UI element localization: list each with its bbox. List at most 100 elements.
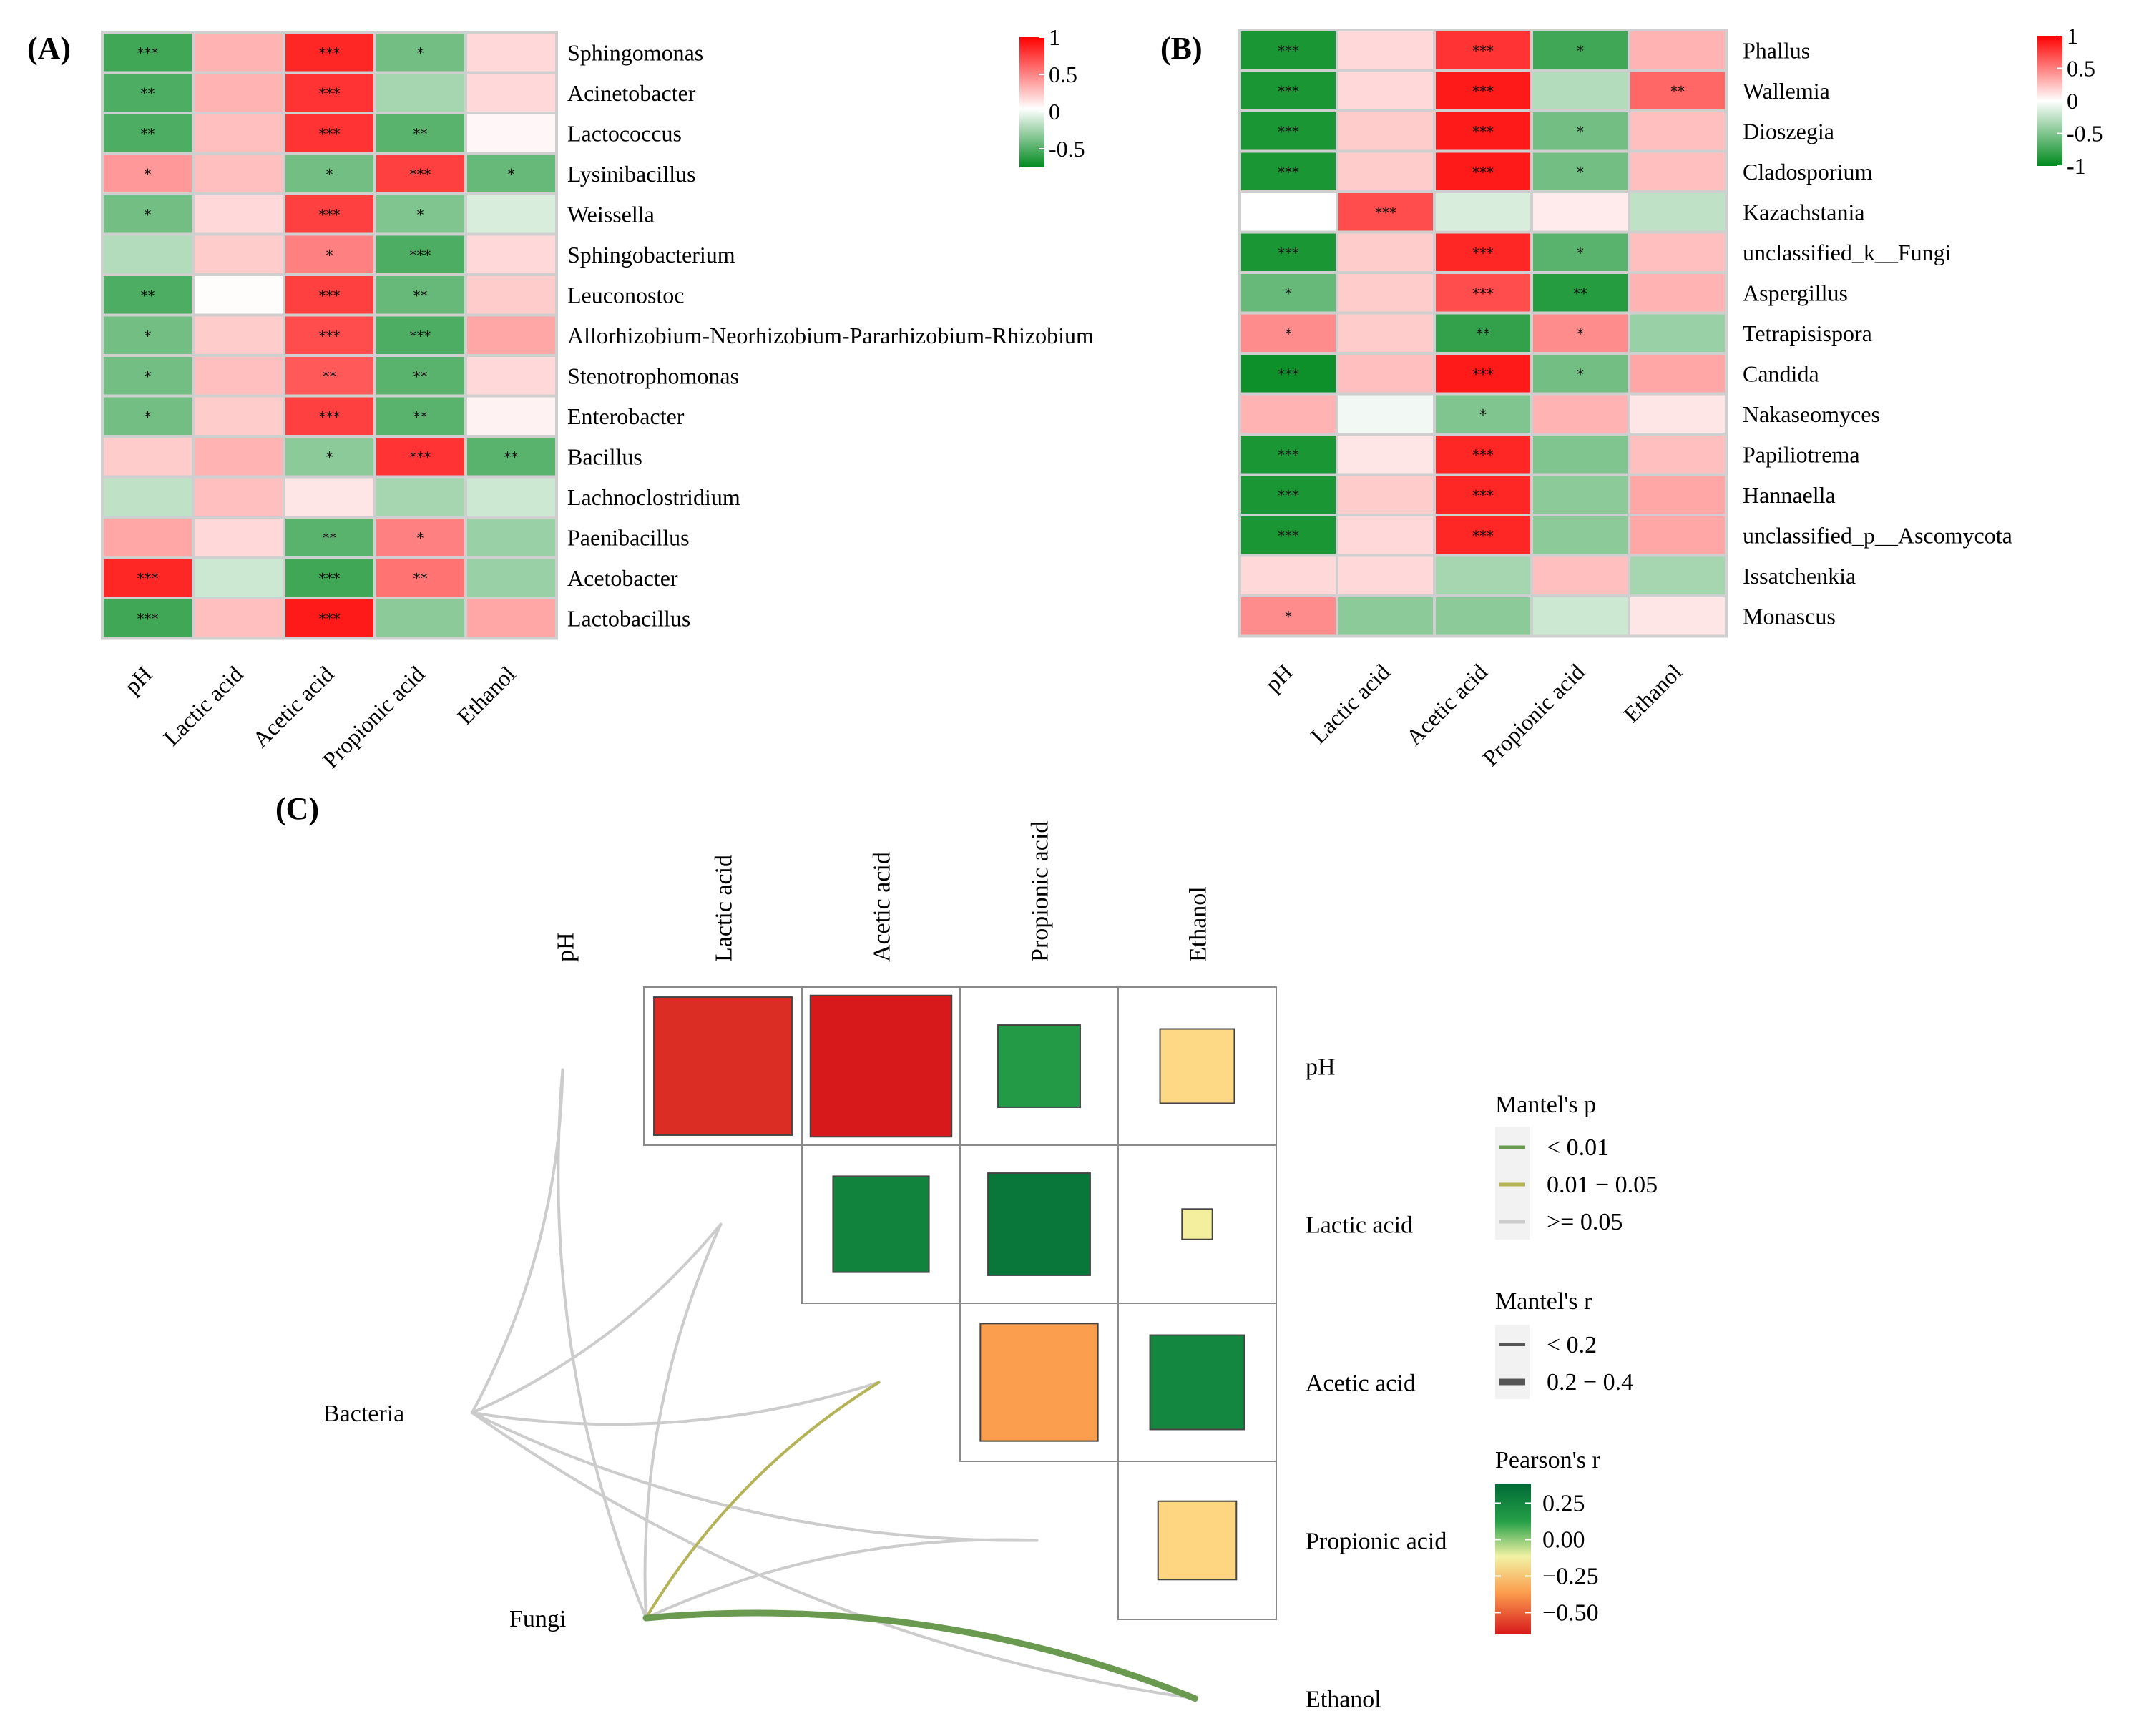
- heatmap-cell: [1628, 433, 1728, 476]
- significance-mark: **: [141, 287, 155, 304]
- heatmap-cell: [1238, 271, 1338, 315]
- significance-mark: *: [1285, 608, 1292, 625]
- pearson-square: [832, 1175, 930, 1273]
- significance-mark: ***: [410, 166, 431, 183]
- heatmap-cell: [1530, 433, 1630, 476]
- significance-mark: ***: [319, 610, 341, 627]
- mantel-link: [642, 1609, 1198, 1702]
- row-label: Paenibacillus: [567, 524, 690, 550]
- heatmap-cell: [373, 232, 467, 276]
- color-legend-bar: [1019, 37, 1044, 167]
- heatmap-cell: [283, 232, 376, 276]
- heatmap-cell: [1530, 594, 1630, 638]
- heatmap-cell: [1433, 311, 1533, 355]
- legend-tick-label: 1: [2067, 23, 2078, 49]
- heatmap-cell: [283, 475, 376, 519]
- heatmap-cell: [101, 232, 195, 276]
- heatmap-cell: [464, 313, 558, 357]
- significance-mark: ***: [319, 287, 341, 304]
- matrix-row-label: pH: [1306, 1054, 1336, 1081]
- row-label: Phallus: [1743, 37, 1810, 63]
- significance-mark: *: [326, 247, 333, 264]
- heatmap-cell: [283, 152, 376, 195]
- group-label-bacteria: Bacteria: [323, 1401, 404, 1427]
- heatmap-cell: [1530, 69, 1630, 112]
- heatmap-cell: [464, 232, 558, 276]
- significance-mark: *: [145, 328, 152, 345]
- heatmap-cell: [1628, 473, 1728, 516]
- row-label: unclassified_k__Fungi: [1743, 240, 1952, 265]
- heatmap-cell: [1336, 311, 1436, 355]
- heatmap-cell: [1336, 514, 1436, 557]
- matrix-row-label: Lactic acid: [1306, 1212, 1413, 1239]
- matrix-column-label: Lactic acid: [711, 855, 738, 962]
- heatmap-cell: [1530, 473, 1630, 516]
- heatmap-cell: [192, 152, 285, 195]
- heatmap-cell: [283, 273, 376, 317]
- heatmap-cell: [464, 112, 558, 155]
- mantel-link: [645, 1381, 881, 1619]
- significance-mark: **: [1573, 285, 1587, 302]
- significance-mark: ***: [1472, 123, 1494, 140]
- legend-tick-label: -1: [2067, 153, 2086, 179]
- legend-mantel-p-label: < 0.01: [1547, 1134, 1609, 1161]
- heatmap-cell: [1238, 311, 1338, 355]
- heatmap-cell: [1238, 149, 1338, 193]
- column-label: Ethanol: [452, 661, 521, 730]
- significance-mark: ***: [319, 328, 341, 345]
- heatmap-cell: [192, 354, 285, 398]
- heatmap-cell: [373, 394, 467, 438]
- significance-mark: ***: [1278, 527, 1299, 544]
- significance-mark: ***: [1472, 285, 1494, 302]
- heatmap-cell: [101, 435, 195, 479]
- significance-mark: ***: [1278, 245, 1299, 262]
- heatmap-cell: [1238, 554, 1338, 597]
- significance-mark: **: [1670, 83, 1685, 100]
- mantel-link: [643, 1222, 723, 1619]
- significance-mark: *: [326, 166, 333, 183]
- legend-tick-label: -0.5: [2067, 121, 2103, 147]
- heatmap-cell: [1628, 392, 1728, 436]
- heatmap-cell: [1628, 230, 1728, 274]
- heatmap-cell: [1433, 473, 1533, 516]
- significance-mark: **: [413, 408, 428, 426]
- heatmap-cell: [1433, 514, 1533, 557]
- legend-mantel-p-label: >= 0.05: [1547, 1209, 1623, 1235]
- heatmap-cell: [192, 232, 285, 276]
- heatmap-cell: [464, 192, 558, 236]
- heatmap-cell: [1628, 554, 1728, 597]
- legend-pearson-tick-label: −0.25: [1542, 1563, 1599, 1589]
- significance-mark: **: [504, 448, 519, 466]
- row-label: Tetrapisispora: [1743, 320, 1872, 346]
- heatmap-cell: [1628, 514, 1728, 557]
- heatmap-cell: [1628, 109, 1728, 153]
- column-label: pH: [119, 661, 157, 699]
- heatmap-cell: [464, 273, 558, 317]
- heatmap-cell: [1336, 109, 1436, 153]
- significance-mark: ***: [137, 610, 159, 627]
- legend-tick-label: 0.5: [1049, 62, 1077, 87]
- heatmap-cell: [1628, 594, 1728, 638]
- significance-mark: **: [413, 125, 428, 142]
- significance-mark: ***: [410, 328, 431, 345]
- legend-tick-label: 1: [1049, 24, 1060, 50]
- significance-mark: ***: [319, 206, 341, 223]
- heatmap-cell: [464, 516, 558, 559]
- row-label: Papiliotrema: [1743, 441, 1860, 467]
- heatmap-cell: [192, 435, 285, 479]
- heatmap-cell: [1530, 271, 1630, 315]
- heatmap-cell: [1628, 271, 1728, 315]
- significance-mark: **: [1476, 325, 1490, 343]
- heatmap-cell: [1336, 190, 1436, 234]
- significance-mark: *: [508, 166, 515, 183]
- heatmap-cell: [1628, 149, 1728, 193]
- heatmap-cell: [1433, 554, 1533, 597]
- significance-mark: ***: [1472, 366, 1494, 383]
- significance-mark: ***: [1472, 487, 1494, 504]
- significance-mark: **: [141, 125, 155, 142]
- pearson-square: [809, 994, 953, 1138]
- mantel-link: [471, 1381, 881, 1426]
- group-label-fungi: Fungi: [509, 1606, 566, 1632]
- heatmap-cell: [1530, 311, 1630, 355]
- mantel-link: [471, 1068, 564, 1414]
